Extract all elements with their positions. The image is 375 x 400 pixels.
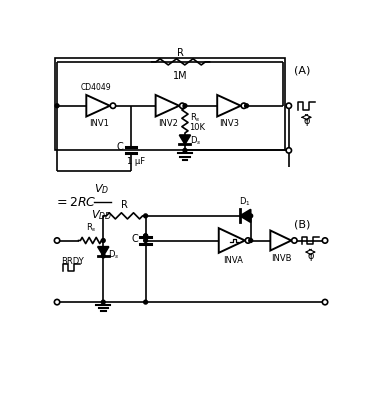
Circle shape <box>144 300 147 304</box>
Circle shape <box>110 103 116 108</box>
Circle shape <box>55 104 59 108</box>
Circle shape <box>54 300 60 305</box>
Circle shape <box>249 238 253 242</box>
Text: 1M: 1M <box>173 71 188 81</box>
Text: R: R <box>177 48 184 58</box>
Text: INV1: INV1 <box>89 119 109 128</box>
Text: $V_{DD}$: $V_{DD}$ <box>91 208 112 222</box>
Circle shape <box>183 104 187 108</box>
Text: R$_s$: R$_s$ <box>86 222 96 234</box>
Text: $V_D$: $V_D$ <box>94 182 110 196</box>
Text: 1 μF: 1 μF <box>127 156 145 166</box>
Text: φ: φ <box>303 116 310 126</box>
Circle shape <box>244 104 249 108</box>
Text: (B): (B) <box>294 220 310 230</box>
Circle shape <box>286 148 291 153</box>
Polygon shape <box>98 247 109 256</box>
Circle shape <box>101 254 105 258</box>
Circle shape <box>322 238 328 243</box>
Text: φ: φ <box>307 250 314 260</box>
Circle shape <box>183 148 187 152</box>
Circle shape <box>286 103 291 108</box>
Text: $= 2RC$: $= 2RC$ <box>54 196 97 208</box>
Text: R: R <box>121 200 128 210</box>
Circle shape <box>54 238 60 243</box>
Circle shape <box>144 238 147 242</box>
Circle shape <box>144 214 147 218</box>
Polygon shape <box>179 135 190 144</box>
Text: D$_s$: D$_s$ <box>108 248 119 261</box>
Text: INV3: INV3 <box>219 119 240 128</box>
Polygon shape <box>240 209 251 222</box>
Text: INV2: INV2 <box>158 119 178 128</box>
Circle shape <box>249 214 253 218</box>
Text: (A): (A) <box>294 66 310 76</box>
Circle shape <box>144 234 147 238</box>
Circle shape <box>101 300 105 304</box>
Text: C: C <box>117 142 124 152</box>
Circle shape <box>241 103 246 108</box>
Text: D$_1$: D$_1$ <box>240 196 251 208</box>
Text: 10K: 10K <box>190 123 206 132</box>
Text: C: C <box>132 234 138 244</box>
Circle shape <box>101 238 105 242</box>
Circle shape <box>292 238 297 243</box>
Text: INVA: INVA <box>223 256 243 265</box>
Text: BRDY: BRDY <box>61 258 84 266</box>
Text: CD4049: CD4049 <box>80 83 111 92</box>
Circle shape <box>144 234 147 238</box>
Text: R$_s$: R$_s$ <box>190 111 200 124</box>
Circle shape <box>245 238 251 243</box>
Text: D$_s$: D$_s$ <box>190 134 201 147</box>
Text: INVB: INVB <box>271 254 291 263</box>
Circle shape <box>180 103 185 108</box>
Circle shape <box>322 300 328 305</box>
